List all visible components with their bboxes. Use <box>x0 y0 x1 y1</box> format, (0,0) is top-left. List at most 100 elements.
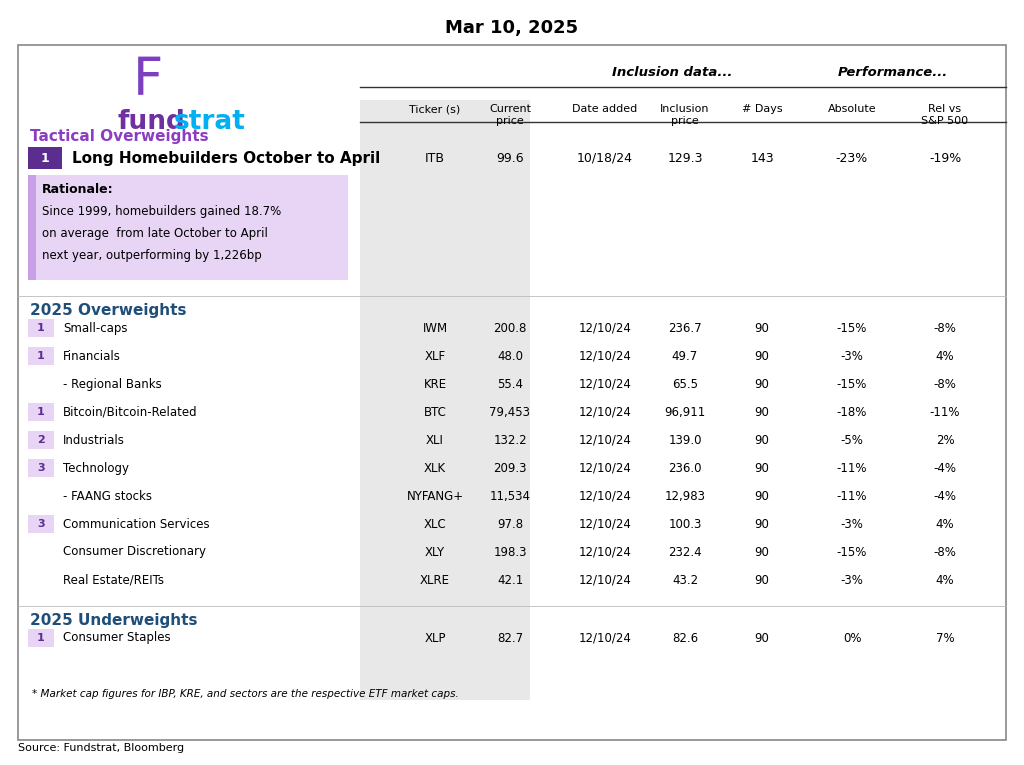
Bar <box>28 403 54 421</box>
Text: 90: 90 <box>755 434 769 447</box>
Text: Rel vs
S&P 500: Rel vs S&P 500 <box>922 104 969 125</box>
Text: 90: 90 <box>755 350 769 363</box>
Bar <box>28 319 54 337</box>
Text: 0%: 0% <box>843 631 861 644</box>
Text: next year, outperforming by 1,226bp: next year, outperforming by 1,226bp <box>42 249 262 262</box>
Text: 236.7: 236.7 <box>669 321 701 334</box>
Text: 2025 Overweights: 2025 Overweights <box>30 302 186 317</box>
Text: 12/10/24: 12/10/24 <box>579 490 632 503</box>
Text: 7%: 7% <box>936 631 954 644</box>
Text: 90: 90 <box>755 490 769 503</box>
Text: 139.0: 139.0 <box>669 434 701 447</box>
Text: -3%: -3% <box>841 517 863 530</box>
Text: 4%: 4% <box>936 574 954 587</box>
Text: 90: 90 <box>755 545 769 558</box>
Text: 129.3: 129.3 <box>668 151 702 164</box>
Text: XLP: XLP <box>424 631 445 644</box>
Bar <box>28 629 54 647</box>
Text: 1: 1 <box>41 151 49 164</box>
Text: Industrials: Industrials <box>63 434 125 447</box>
Text: -5%: -5% <box>841 434 863 447</box>
Bar <box>28 175 36 280</box>
Text: 2025 Underweights: 2025 Underweights <box>30 613 198 627</box>
Text: 12/10/24: 12/10/24 <box>579 434 632 447</box>
Text: Inclusion
price: Inclusion price <box>660 104 710 125</box>
Text: * Market cap figures for IBP, KRE, and sectors are the respective ETF market cap: * Market cap figures for IBP, KRE, and s… <box>32 689 459 699</box>
Text: Source: Fundstrat, Bloomberg: Source: Fundstrat, Bloomberg <box>18 743 184 753</box>
Text: Tactical Overweights: Tactical Overweights <box>30 129 209 144</box>
Text: ꓝ: ꓝ <box>133 54 163 106</box>
Text: Inclusion data...: Inclusion data... <box>611 66 732 79</box>
Text: 132.2: 132.2 <box>494 434 526 447</box>
Text: XLF: XLF <box>424 350 445 363</box>
Text: 48.0: 48.0 <box>497 350 523 363</box>
Text: Consumer Staples: Consumer Staples <box>63 631 171 644</box>
Text: Bitcoin/Bitcoin-Related: Bitcoin/Bitcoin-Related <box>63 405 198 418</box>
Text: 82.6: 82.6 <box>672 631 698 644</box>
Bar <box>360 100 530 700</box>
Text: Financials: Financials <box>63 350 121 363</box>
Text: - Regional Banks: - Regional Banks <box>63 377 162 390</box>
Text: -4%: -4% <box>934 490 956 503</box>
Text: 1: 1 <box>37 407 45 417</box>
Bar <box>28 515 54 533</box>
Text: Mar 10, 2025: Mar 10, 2025 <box>445 19 579 37</box>
Bar <box>28 459 54 477</box>
Text: strat: strat <box>174 109 246 135</box>
Text: Technology: Technology <box>63 461 129 474</box>
Text: 200.8: 200.8 <box>494 321 526 334</box>
Text: NYFANG+: NYFANG+ <box>407 490 464 503</box>
Text: XLK: XLK <box>424 461 446 474</box>
Text: 97.8: 97.8 <box>497 517 523 530</box>
Text: 82.7: 82.7 <box>497 631 523 644</box>
Text: -23%: -23% <box>836 151 868 164</box>
Text: -3%: -3% <box>841 574 863 587</box>
Text: IWM: IWM <box>423 321 447 334</box>
Text: -11%: -11% <box>930 405 961 418</box>
Text: 90: 90 <box>755 321 769 334</box>
Text: ITB: ITB <box>425 151 445 164</box>
Text: -11%: -11% <box>837 461 867 474</box>
Text: 209.3: 209.3 <box>494 461 526 474</box>
Text: Since 1999, homebuilders gained 18.7%: Since 1999, homebuilders gained 18.7% <box>42 204 282 217</box>
Text: on average  from late October to April: on average from late October to April <box>42 226 268 239</box>
Text: -19%: -19% <box>929 151 962 164</box>
Bar <box>28 175 348 280</box>
Text: -8%: -8% <box>934 321 956 334</box>
Text: XLI: XLI <box>426 434 444 447</box>
Text: 143: 143 <box>751 151 774 164</box>
Text: 79,453: 79,453 <box>489 405 530 418</box>
Text: 198.3: 198.3 <box>494 545 526 558</box>
Text: Communication Services: Communication Services <box>63 517 210 530</box>
Text: 12/10/24: 12/10/24 <box>579 517 632 530</box>
Text: 49.7: 49.7 <box>672 350 698 363</box>
Text: Real Estate/REITs: Real Estate/REITs <box>63 574 164 587</box>
Text: 3: 3 <box>37 463 45 473</box>
Text: XLY: XLY <box>425 545 445 558</box>
Text: 4%: 4% <box>936 517 954 530</box>
Text: -11%: -11% <box>837 490 867 503</box>
Text: Small-caps: Small-caps <box>63 321 128 334</box>
Text: -15%: -15% <box>837 545 867 558</box>
Text: 12/10/24: 12/10/24 <box>579 545 632 558</box>
Text: 90: 90 <box>755 377 769 390</box>
Text: 12/10/24: 12/10/24 <box>579 631 632 644</box>
Text: 99.6: 99.6 <box>497 151 524 164</box>
Text: 43.2: 43.2 <box>672 574 698 587</box>
Text: 12,983: 12,983 <box>665 490 706 503</box>
Text: 12/10/24: 12/10/24 <box>579 461 632 474</box>
Text: 100.3: 100.3 <box>669 517 701 530</box>
Text: fund: fund <box>118 109 186 135</box>
Text: Ticker (s): Ticker (s) <box>410 104 461 114</box>
Text: 90: 90 <box>755 461 769 474</box>
Text: -15%: -15% <box>837 377 867 390</box>
Text: 3: 3 <box>37 519 45 529</box>
Text: 42.1: 42.1 <box>497 574 523 587</box>
Text: Rationale:: Rationale: <box>42 183 114 196</box>
Text: 1: 1 <box>37 633 45 643</box>
Text: 4%: 4% <box>936 350 954 363</box>
Text: 1: 1 <box>37 323 45 333</box>
Text: 12/10/24: 12/10/24 <box>579 405 632 418</box>
Text: KRE: KRE <box>424 377 446 390</box>
Text: -4%: -4% <box>934 461 956 474</box>
